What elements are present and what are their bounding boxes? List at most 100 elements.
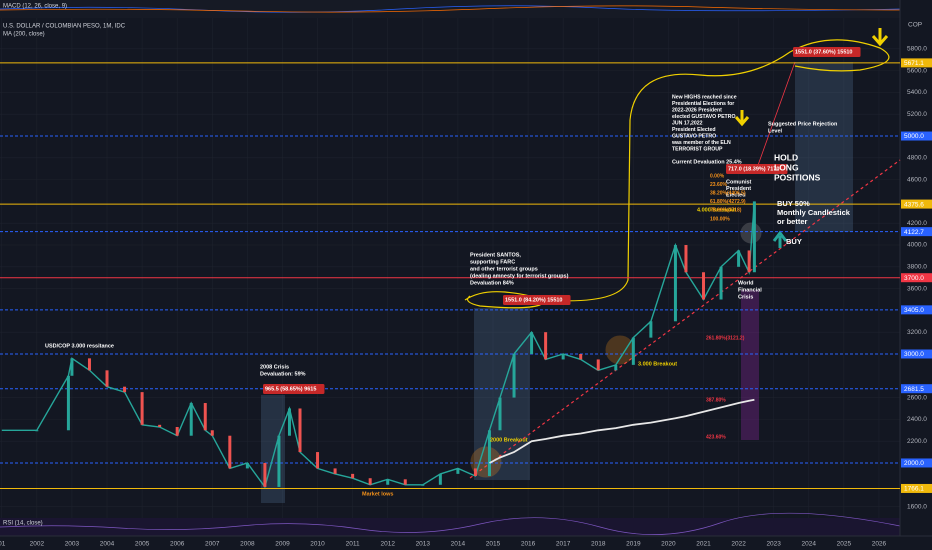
x-tick-label: 2018 [591,541,606,548]
annotation: 965.5 (58.65%) 9615 [265,386,316,392]
x-tick-label: 2008 [240,541,255,548]
x-tick-label: 2024 [802,541,817,548]
annotation: 387.80% [706,397,726,403]
level-box [901,273,932,283]
value-box [793,47,861,57]
value-box [726,164,788,174]
x-tick-label: 2010 [310,541,325,548]
y-tick-label: 2400.0 [907,416,927,423]
x-tick-label: 2002 [30,541,45,548]
annotation: Level [768,128,783,134]
level-label: 2000.0 [904,460,924,467]
annotation: 78.60%(3718) [710,208,742,214]
x-tick-label: 2025 [837,541,852,548]
annotation: BUY 50% [777,199,810,208]
annotation: 1551.0 (37.60%) 15510 [795,49,853,55]
y-tick-label: 1600.0 [907,503,927,510]
y-tick-label: 5600.0 [907,67,927,74]
value-box [503,295,571,305]
candle [287,408,291,436]
x-tick-label: 2004 [100,541,115,548]
candle [596,359,600,371]
candle [175,427,179,436]
candle [673,245,677,322]
y-tick-label: 3600.0 [907,285,927,292]
level-label: 3405.0 [904,307,924,314]
annotation: President Elected [672,127,716,133]
level-box [901,305,932,315]
level-label: 3700.0 [904,275,924,282]
candle [123,386,127,393]
candle [263,462,267,487]
candle [228,435,232,469]
ma-line [489,398,755,464]
projection-line [756,61,796,169]
symbol-label: U.S. DOLLAR / COLOMBIAN PESO, 1M, IDC [3,24,126,30]
candle [561,353,565,360]
arrow-up [772,230,788,248]
x-tick-label: 2020 [661,541,676,548]
candle [277,435,281,487]
candle [579,353,583,360]
annotation: 2008 Crisis [260,364,289,370]
annotation: LONG [774,162,799,172]
annotation: 23.60% [710,182,728,188]
trendline [469,159,901,479]
level-box [901,349,932,359]
annotation: was member of the ELN [671,140,731,146]
annotation: supporting FARC [470,259,515,265]
candle [737,250,741,267]
candle [702,272,706,300]
candle [70,358,74,376]
macd-signal [0,5,901,13]
candle [614,364,618,371]
candle [210,430,214,436]
highlight-circle [470,446,502,478]
annotation: USD/COP 3.000 ressitance [45,343,114,349]
x-tick-label: 2012 [380,541,395,548]
annotation: 717.0 (18.39%) 7170 [728,166,779,172]
macd-pane [0,0,900,18]
annotation: Suggested Price Rejection [768,121,838,127]
level-label: 4375.6 [904,201,924,208]
annotation: BUY [786,237,802,246]
macd-line [0,5,901,13]
x-tick-label: 2003 [65,541,80,548]
rsi-line [0,512,901,535]
level-box [901,227,932,237]
level-box [901,199,932,209]
x-tick-label: 2005 [135,541,150,548]
arrow-down [871,28,889,47]
candle [245,462,249,469]
range-box [741,290,759,440]
x-tick-label: 2017 [556,541,571,548]
annotation: GUSTAVO PETRO [672,133,716,139]
annotation: and other terrorist groups [470,266,538,272]
annotation: Market lows [362,491,393,497]
y-tick-label: 4800.0 [907,155,927,162]
candle [386,479,390,485]
x-tick-label: 2023 [766,541,781,548]
annotation: HOLD [774,152,798,162]
annotation: Crisis [738,294,753,300]
candle [530,332,534,354]
candle [298,408,302,453]
level-box [901,384,932,394]
annotation: 4.000 Breakout [697,207,736,213]
candle [487,430,491,477]
candle [498,397,502,431]
annotation: Comunist [726,179,752,185]
annotation: 1551.0 (84.20%) 15510 [505,297,563,303]
annotation: Presidential Elections for [672,101,734,107]
annotation: 3.000 Breakout [638,361,677,367]
candle [140,392,144,425]
annotation: (dealing amnesty for terrorist groups) [470,273,569,279]
annotation: Current Devaluation 25.4% [672,159,742,165]
annotation: POSITIONS [774,172,821,182]
candle [203,403,207,431]
macd-label: MACD (12, 26, close, 9) [3,4,67,10]
level-label: 4122.7 [904,229,924,236]
x-tick-label: 2015 [486,541,501,548]
annotation: 261.80%(3121.2) [706,335,745,341]
ma-label: MA (200, close) [3,32,45,38]
